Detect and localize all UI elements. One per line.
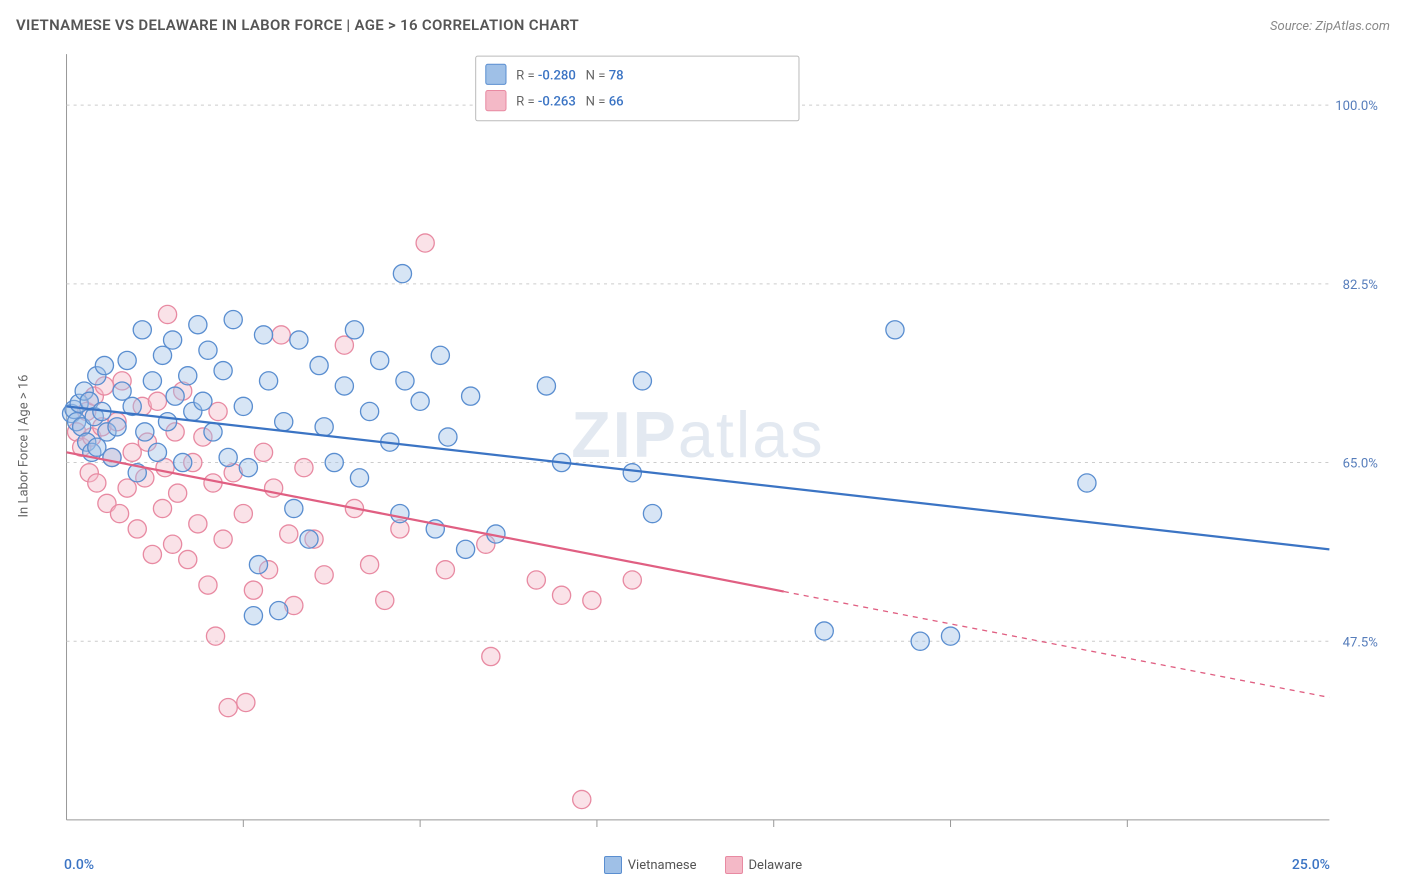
scatter-chart: 100.0% 82.5% 65.0% 47.5% ZIPatlas R = -0.280 … — [16, 42, 1390, 850]
legend-swatch-vietnamese — [604, 856, 622, 874]
svg-text:R = -0.280 N = 78: R = -0.280 N = 78 — [516, 68, 624, 83]
svg-text:100.0%: 100.0% — [1335, 99, 1378, 114]
legend-label-delaware: Delaware — [749, 858, 803, 873]
legend-item-delaware: Delaware — [725, 856, 803, 874]
x-axis-min-label: 0.0% — [64, 857, 94, 873]
legend-label-vietnamese: Vietnamese — [628, 858, 697, 873]
bottom-legend-row: 0.0% Vietnamese Delaware 25.0% — [16, 856, 1390, 874]
svg-text:R = -0.263 N = 66: R = -0.263 N = 66 — [516, 95, 624, 110]
svg-text:82.5%: 82.5% — [1343, 278, 1379, 293]
svg-text:ZIPatlas: ZIPatlas — [571, 398, 824, 471]
chart-container: In Labor Force | Age > 16 100.0% 82.5% 65.… — [16, 42, 1390, 850]
y-axis-label: In Labor Force | Age > 16 — [17, 375, 32, 518]
x-axis-max-label: 25.0% — [1292, 857, 1330, 873]
legend-item-vietnamese: Vietnamese — [604, 856, 697, 874]
chart-title: VIETNAMESE VS DELAWARE IN LABOR FORCE | … — [16, 16, 579, 34]
svg-text:65.0%: 65.0% — [1343, 457, 1379, 472]
svg-text:47.5%: 47.5% — [1343, 635, 1379, 650]
chart-source: Source: ZipAtlas.com — [1270, 19, 1390, 34]
legend-swatch-delaware — [725, 856, 743, 874]
